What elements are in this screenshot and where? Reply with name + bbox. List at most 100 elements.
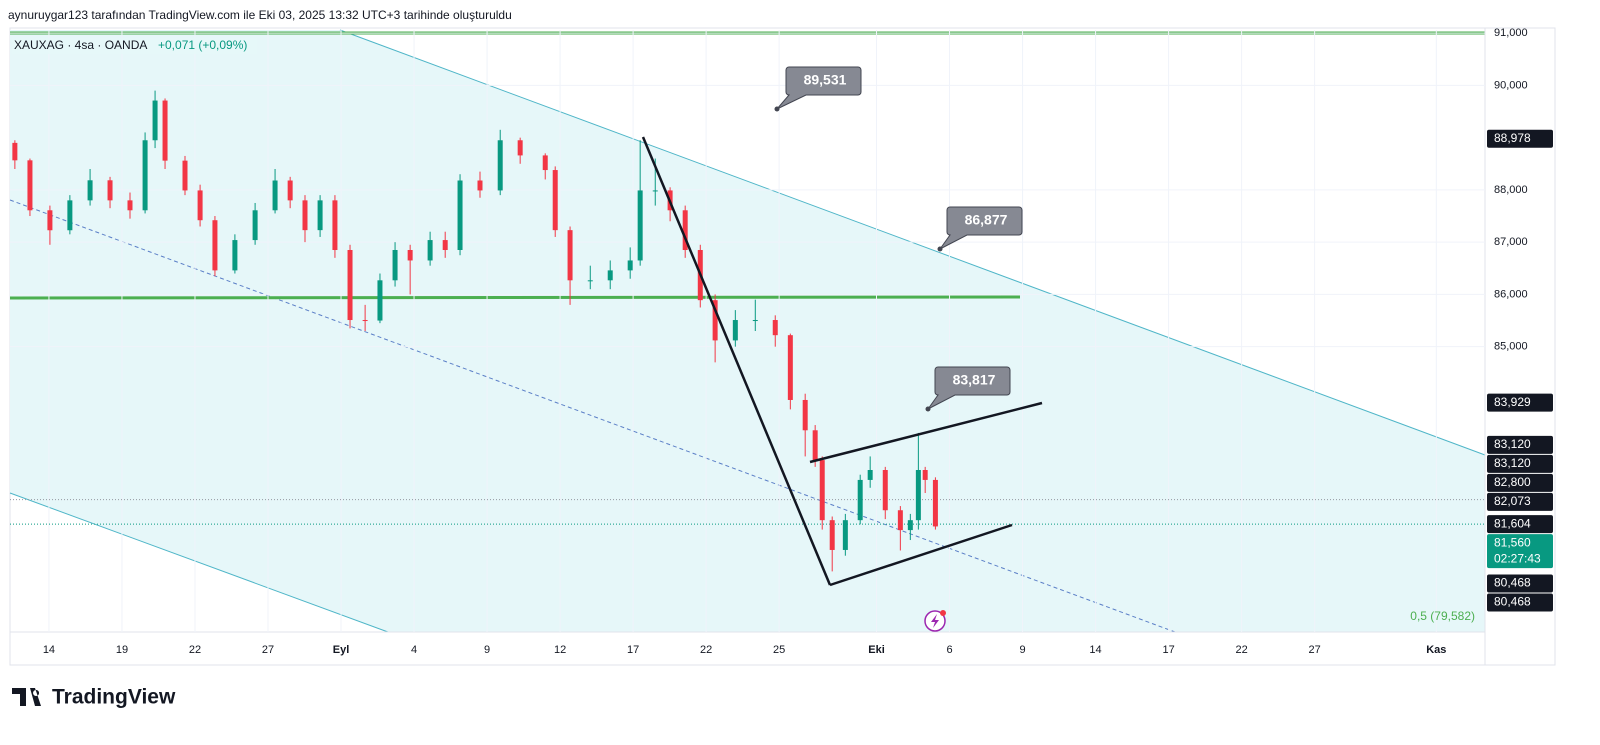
y-tick-label: 86,000 — [1494, 288, 1528, 300]
x-tick-label: 27 — [1308, 644, 1320, 656]
callout-box — [939, 206, 1023, 250]
candle-body — [712, 300, 718, 341]
candle-body — [907, 520, 913, 531]
candle-body — [252, 210, 258, 241]
x-tick-label: 27 — [262, 644, 274, 656]
alert-icon[interactable] — [924, 610, 946, 632]
x-tick-label: 14 — [43, 644, 55, 656]
candle-body — [347, 250, 353, 321]
candle-body — [477, 180, 483, 191]
x-tick-label: 9 — [1019, 644, 1025, 656]
candle-body — [915, 470, 921, 521]
x-tick-label: 19 — [116, 644, 128, 656]
candle-body — [812, 430, 818, 461]
change: +0,071 (+0,09%) — [158, 38, 247, 52]
x-tick-label: 22 — [700, 644, 712, 656]
candle-body — [457, 180, 463, 251]
price-label-box — [1487, 515, 1553, 534]
trend-line — [829, 523, 1013, 587]
candle-body — [682, 210, 688, 251]
candle-body — [127, 200, 133, 211]
candle-body — [87, 180, 93, 201]
alert-icon-bolt[interactable] — [931, 614, 939, 628]
candle-body — [607, 270, 613, 281]
candle-body — [232, 240, 238, 271]
x-tick-label: 22 — [189, 644, 201, 656]
candle-body — [567, 230, 573, 281]
price-label-box — [1487, 492, 1553, 511]
x-tick-label: 12 — [554, 644, 566, 656]
candle-body — [932, 479, 938, 527]
candle-body — [142, 140, 148, 211]
price-label: 82,073 — [1494, 494, 1531, 508]
candle-body — [302, 200, 308, 231]
candle-body — [752, 320, 758, 322]
price-label: 83,120 — [1494, 437, 1531, 451]
candle-body — [587, 280, 593, 282]
x-tick-label: 14 — [1089, 644, 1101, 656]
price-label-box — [1487, 534, 1553, 569]
x-tick-label: Eyl — [333, 644, 350, 656]
symbol: XAUXAG · 4sa · OANDA — [14, 38, 147, 52]
x-tick-label: Kas — [1426, 644, 1446, 656]
callout-dot — [925, 406, 931, 412]
callouts: 89,531 86,877 83,817 — [774, 66, 1023, 412]
candle-body — [27, 160, 33, 211]
candle-body — [897, 510, 903, 531]
candle-body — [787, 335, 793, 400]
channel-lower — [9, 492, 389, 633]
level-line — [9, 295, 1021, 300]
drawings — [641, 136, 1043, 587]
candle-body — [427, 240, 433, 261]
candles — [12, 90, 938, 572]
candle-body — [517, 140, 523, 156]
x-tick-label: 4 — [411, 644, 417, 656]
candle-body — [47, 210, 53, 231]
candle-body — [287, 180, 293, 201]
y-tick-label: 87,000 — [1494, 236, 1528, 248]
candle-body — [362, 320, 368, 322]
y-tick-label: 85,000 — [1494, 341, 1528, 353]
logo: TradingView — [12, 686, 176, 709]
price-label-box — [1487, 574, 1553, 593]
logo-mark — [12, 688, 41, 706]
price-label: 83,929 — [1494, 395, 1531, 409]
x-tick-label: 6 — [946, 644, 952, 656]
candle-body — [772, 320, 778, 336]
candle-body — [197, 190, 203, 221]
candle-body — [802, 399, 808, 431]
candle-body — [152, 100, 158, 141]
candle-body — [67, 200, 73, 231]
fib-label: 0,5 (79,582) — [1410, 609, 1475, 623]
x-tick-label: Eki — [868, 644, 885, 656]
trend-line — [809, 401, 1043, 464]
y-tick-label: 88,000 — [1494, 184, 1528, 196]
x-tick-label: 22 — [1235, 644, 1247, 656]
grid — [10, 30, 1485, 632]
price-label: 81,560 — [1494, 535, 1531, 549]
candle-body — [497, 140, 503, 191]
price-labels: 88,978 83,929 83,120 83,120 82,800 82,073 81,6… — [1487, 129, 1553, 612]
candle-body — [392, 250, 398, 281]
price-label-box — [1487, 593, 1553, 612]
price-label: 88,978 — [1494, 131, 1531, 145]
price-label-box — [1487, 393, 1553, 412]
price-label: 80,468 — [1494, 595, 1531, 609]
price-label-box — [1487, 435, 1553, 454]
candle-body — [272, 180, 278, 211]
candle-body — [407, 250, 413, 261]
candle-body — [377, 280, 383, 321]
candle-body — [442, 240, 448, 251]
countdown: 02:27:43 — [1494, 551, 1541, 565]
candle-body — [829, 520, 835, 550]
price-label-box — [1487, 473, 1553, 492]
alert-icon-dot[interactable] — [940, 610, 946, 616]
candle-body — [882, 470, 888, 511]
x-tick-label: 9 — [484, 644, 490, 656]
candle-body — [732, 320, 738, 341]
callout-text: 86,877 — [965, 212, 1008, 228]
callout-dot — [774, 106, 780, 112]
candle-body — [12, 142, 18, 161]
price-label-box — [1487, 129, 1553, 148]
